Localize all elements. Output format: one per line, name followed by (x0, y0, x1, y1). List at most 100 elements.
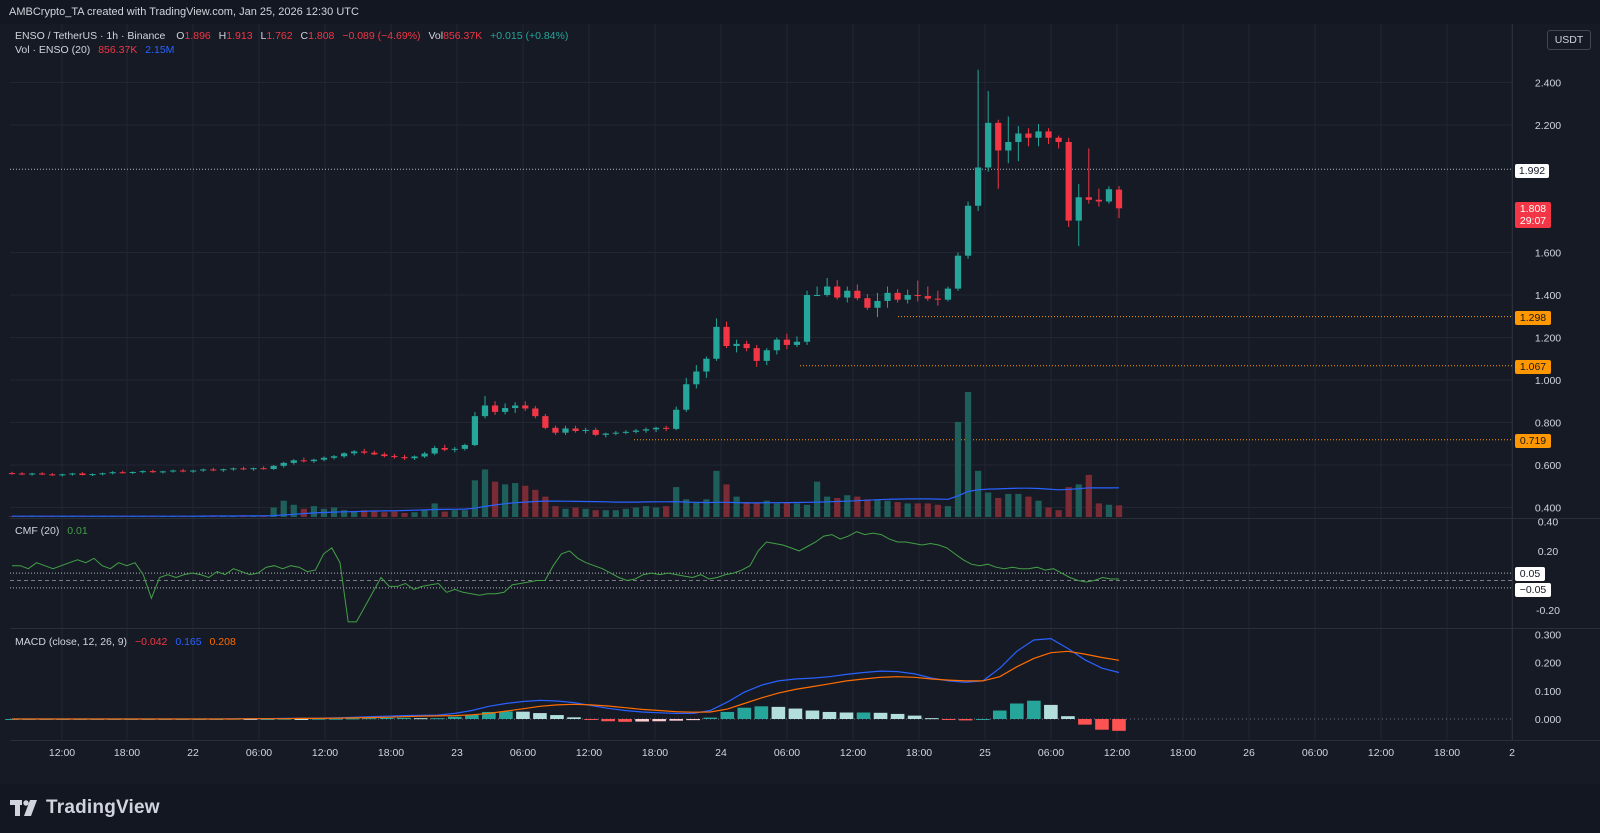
candle-body (129, 472, 136, 474)
macd-histogram-bar (243, 719, 258, 720)
candle-body (592, 429, 599, 435)
volume-indicator-value: 856.37K (98, 44, 138, 56)
volume-bar (1045, 507, 1052, 517)
volume-ma-value: 2.15M (145, 44, 175, 56)
macd-histogram-bar (958, 719, 973, 721)
candle-body (1005, 142, 1012, 151)
vol-label: Vol (428, 30, 444, 42)
volume-bar (1085, 474, 1092, 517)
time-tick-label: 26 (1243, 747, 1255, 759)
cmf-name[interactable]: CMF (20) (15, 525, 60, 537)
candle-body (1065, 142, 1072, 221)
volume-bar (874, 499, 881, 517)
volume-bar (1035, 500, 1042, 517)
candle-body (924, 296, 931, 299)
cmf-value: 0.01 (67, 525, 88, 537)
candle-body (79, 473, 86, 475)
macd-histogram-bar (924, 718, 939, 720)
candle-body (995, 122, 1002, 151)
current-price-tag: 1.808 29:07 (1515, 202, 1551, 228)
volume-bar (1105, 504, 1113, 517)
candle-body (1035, 131, 1042, 138)
candle-body (1105, 189, 1113, 202)
chart-canvas[interactable]: 2.400 2.200 1.600 1.400 1.200 1.000 0.800 0.600… (0, 0, 1600, 784)
time-tick-label: 06:00 (246, 747, 272, 759)
price-change: −0.089 (−4.69%) (342, 30, 421, 42)
volume-bar (703, 499, 710, 517)
macd-histogram-bar (635, 719, 649, 722)
candle-body (1055, 137, 1062, 142)
candle-body (683, 384, 690, 410)
tradingview-logo[interactable]: TradingView (10, 797, 160, 818)
candle-body (622, 431, 630, 433)
macd-histogram-bar (1078, 719, 1092, 725)
candle-body (179, 470, 187, 472)
volume-ma-line (12, 487, 1120, 517)
time-tick-label: 2 (1509, 747, 1515, 759)
price-tick-label: 0.600 (1535, 460, 1561, 472)
candle-body (944, 288, 952, 300)
candle-body (522, 405, 529, 409)
candle-body (1025, 133, 1032, 138)
candle-body (300, 460, 307, 462)
cmf-pane (10, 531, 1512, 623)
macd-histogram-bar (805, 710, 820, 719)
candle-body (914, 295, 921, 297)
time-tick-label: 18:00 (906, 747, 932, 759)
time-tick-label: 06:00 (1302, 747, 1328, 759)
candle-body (280, 462, 287, 466)
macd-histogram-bar (379, 717, 394, 719)
macd-histogram-bar (873, 712, 888, 719)
volume-bar (501, 484, 509, 517)
low-label: L (260, 30, 267, 42)
currency-button[interactable]: USDT (1547, 30, 1591, 50)
candle-body (401, 457, 408, 459)
macd-histogram-bar (992, 710, 1007, 719)
time-tick-label: 12:00 (1104, 747, 1130, 759)
symbol-title[interactable]: ENSO / TetherUS · 1h · Binance (15, 30, 166, 42)
footer (0, 784, 1600, 833)
candle-body (320, 457, 328, 460)
time-tick-label: 23 (451, 747, 463, 759)
volume-bar (1095, 503, 1102, 517)
candle-body (59, 474, 66, 476)
macd-histogram-bar (1044, 704, 1058, 719)
candle-body (834, 286, 841, 298)
volume-bar (391, 511, 398, 517)
time-tick-label: 18:00 (378, 747, 404, 759)
grid (10, 24, 1600, 741)
macd-histogram-bar (907, 715, 922, 719)
cmf-line (12, 531, 1119, 623)
candle-body (733, 343, 740, 346)
volume-bar (471, 480, 479, 517)
volume-indicator-name[interactable]: Vol · ENSO (20) (15, 44, 91, 56)
volume-bar (602, 510, 609, 517)
candle-body (461, 445, 468, 449)
cmf-legend: CMF (20) 0.01 (15, 525, 93, 537)
macd-name[interactable]: MACD (close, 12, 26, 9) (15, 636, 128, 648)
volume-bar (421, 510, 428, 517)
candle-body (391, 456, 398, 458)
candle-body (1115, 189, 1123, 209)
time-tick-label: 18:00 (1434, 747, 1460, 759)
candle-body (491, 405, 499, 412)
volume-bar (562, 508, 569, 517)
candle-body (844, 290, 851, 298)
macd-histogram-bar (890, 713, 905, 719)
price-tick-label: 1.200 (1535, 333, 1561, 345)
time-tick-label: 18:00 (642, 747, 668, 759)
candle-body (864, 298, 871, 308)
price-tick-label: 0.800 (1535, 418, 1561, 430)
macd-histogram-bar (465, 714, 479, 719)
volume-bar (381, 512, 388, 517)
candle-body (612, 432, 619, 434)
candle-body (642, 429, 650, 431)
macd-histogram-bar (1061, 716, 1075, 719)
candle-body (361, 451, 368, 453)
volume-bar (532, 489, 539, 517)
candle-body (159, 471, 167, 473)
volume-bar (974, 470, 982, 517)
candle-body (441, 448, 448, 450)
low-value: 1.762 (266, 30, 293, 42)
macd-signal-value: 0.208 (209, 636, 236, 648)
